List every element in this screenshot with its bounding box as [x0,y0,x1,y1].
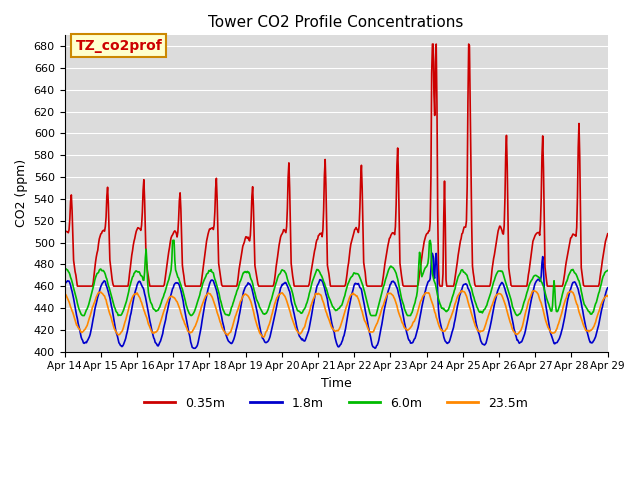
Y-axis label: CO2 (ppm): CO2 (ppm) [15,159,28,228]
Text: TZ_co2prof: TZ_co2prof [76,38,162,53]
Title: Tower CO2 Profile Concentrations: Tower CO2 Profile Concentrations [209,15,464,30]
Legend: 0.35m, 1.8m, 6.0m, 23.5m: 0.35m, 1.8m, 6.0m, 23.5m [139,392,533,415]
X-axis label: Time: Time [321,377,351,390]
